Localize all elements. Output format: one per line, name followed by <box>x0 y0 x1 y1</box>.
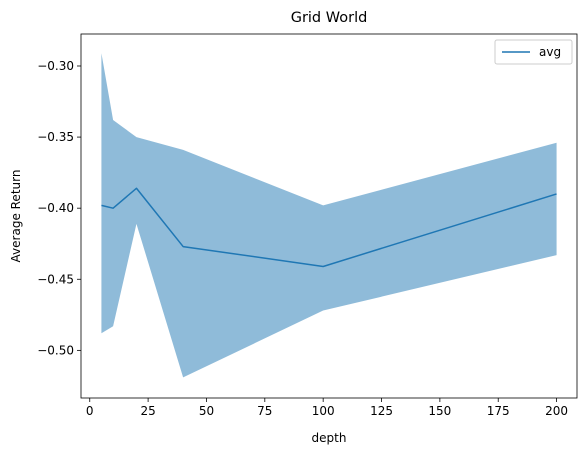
x-tick-label: 125 <box>370 404 393 418</box>
x-tick-label: 100 <box>312 404 335 418</box>
series-line-layer <box>101 187 557 268</box>
x-tick-label: 50 <box>199 404 214 418</box>
confidence-band-avg <box>101 53 557 378</box>
y-tick-label: −0.35 <box>37 130 74 144</box>
chart-title: Grid World <box>291 10 368 26</box>
x-axis-ticks: 0 25 50 75 100 125 150 175 200 <box>86 398 568 418</box>
x-tick-label: 0 <box>86 404 94 418</box>
y-axis-label: Average Return <box>9 170 23 263</box>
x-tick-label: 175 <box>487 404 510 418</box>
plot-area-frame <box>80 33 578 399</box>
y-tick-label: −0.50 <box>37 343 74 357</box>
legend-label-avg: avg <box>539 45 561 59</box>
x-tick-label: 25 <box>140 404 155 418</box>
legend: avg <box>494 39 573 65</box>
y-tick-label: −0.30 <box>37 59 74 73</box>
confidence-band-layer <box>101 53 557 378</box>
x-tick-label: 150 <box>428 404 451 418</box>
y-axis-ticks: −0.50 −0.45 −0.40 −0.35 −0.30 <box>37 59 81 357</box>
x-tick-label: 200 <box>545 404 568 418</box>
legend-box <box>494 39 573 65</box>
x-axis-label: depth <box>312 431 347 445</box>
y-tick-label: −0.45 <box>37 272 74 286</box>
series-line-avg <box>101 187 557 268</box>
x-tick-label: 75 <box>257 404 272 418</box>
y-tick-label: −0.40 <box>37 201 74 215</box>
